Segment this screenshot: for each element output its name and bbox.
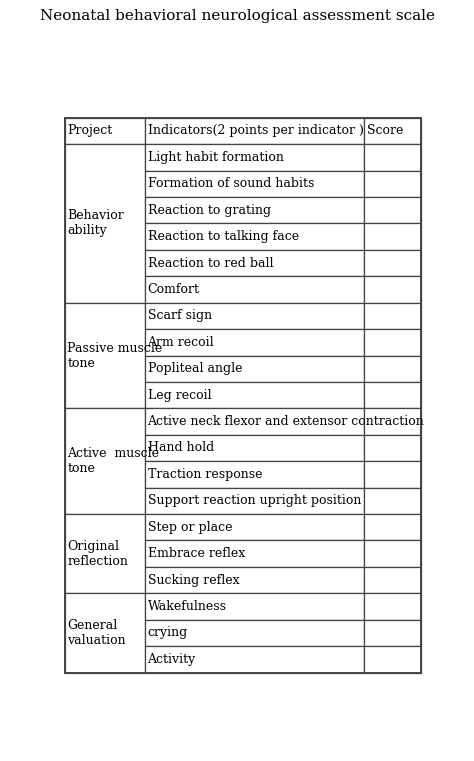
Bar: [65, 514, 145, 594]
Bar: [364, 144, 421, 170]
Text: Reaction to talking face: Reaction to talking face: [147, 230, 299, 243]
Bar: [364, 619, 421, 646]
Bar: [65, 118, 145, 144]
Text: Original
reflection: Original reflection: [67, 540, 128, 568]
Bar: [364, 170, 421, 197]
Bar: [364, 224, 421, 250]
Bar: [364, 594, 421, 619]
Text: Wakefulness: Wakefulness: [147, 600, 227, 613]
Bar: [145, 329, 364, 355]
Bar: [145, 409, 364, 435]
Bar: [145, 567, 364, 594]
Text: Indicators(2 points per indicator ): Indicators(2 points per indicator ): [147, 124, 364, 138]
Bar: [145, 514, 364, 540]
Bar: [145, 382, 364, 409]
Text: Project: Project: [67, 124, 113, 138]
Text: Leg recoil: Leg recoil: [147, 389, 211, 402]
Text: Light habit formation: Light habit formation: [147, 151, 283, 164]
Bar: [364, 250, 421, 276]
Bar: [364, 197, 421, 224]
Bar: [145, 250, 364, 276]
Text: Sucking reflex: Sucking reflex: [147, 574, 239, 587]
Text: Popliteal angle: Popliteal angle: [147, 362, 242, 375]
Bar: [145, 224, 364, 250]
Text: Passive muscle
tone: Passive muscle tone: [67, 342, 163, 370]
Text: Arm recoil: Arm recoil: [147, 336, 214, 349]
Bar: [145, 619, 364, 646]
Bar: [364, 276, 421, 303]
Bar: [145, 540, 364, 567]
Text: Support reaction upright position: Support reaction upright position: [147, 495, 361, 508]
Text: Active neck flexor and extensor contraction: Active neck flexor and extensor contract…: [147, 415, 424, 428]
Bar: [65, 594, 145, 673]
Bar: [364, 488, 421, 514]
Bar: [364, 303, 421, 329]
Text: Behavior
ability: Behavior ability: [67, 209, 124, 237]
Text: Scarf sign: Scarf sign: [147, 310, 211, 323]
Text: Hand hold: Hand hold: [147, 441, 214, 454]
Text: Comfort: Comfort: [147, 283, 200, 296]
Bar: [364, 409, 421, 435]
Text: Reaction to grating: Reaction to grating: [147, 204, 271, 217]
Bar: [364, 461, 421, 488]
Bar: [364, 329, 421, 355]
Bar: [145, 118, 364, 144]
Text: Neonatal behavioral neurological assessment scale: Neonatal behavioral neurological assessm…: [39, 9, 435, 23]
Bar: [364, 646, 421, 673]
Text: Active  muscle
tone: Active muscle tone: [67, 447, 159, 475]
Bar: [145, 197, 364, 224]
Bar: [364, 355, 421, 382]
Text: General
valuation: General valuation: [67, 619, 126, 647]
Bar: [364, 567, 421, 594]
Text: Traction response: Traction response: [147, 468, 262, 481]
Bar: [65, 409, 145, 514]
Text: Activity: Activity: [147, 653, 196, 666]
Bar: [145, 170, 364, 197]
Bar: [145, 144, 364, 170]
Text: Step or place: Step or place: [147, 521, 232, 533]
Bar: [145, 303, 364, 329]
Text: Reaction to red ball: Reaction to red ball: [147, 256, 273, 269]
Bar: [364, 382, 421, 409]
Bar: [145, 461, 364, 488]
Text: crying: crying: [147, 626, 188, 639]
Bar: [145, 646, 364, 673]
Bar: [364, 118, 421, 144]
Bar: [145, 276, 364, 303]
Bar: [65, 144, 145, 303]
Text: Formation of sound habits: Formation of sound habits: [147, 177, 314, 190]
Bar: [145, 488, 364, 514]
Text: Score: Score: [367, 124, 403, 138]
Bar: [145, 594, 364, 619]
Bar: [364, 540, 421, 567]
Bar: [65, 303, 145, 409]
Bar: [364, 435, 421, 461]
Bar: [145, 435, 364, 461]
Bar: [364, 514, 421, 540]
Bar: [145, 355, 364, 382]
Text: Embrace reflex: Embrace reflex: [147, 547, 245, 560]
